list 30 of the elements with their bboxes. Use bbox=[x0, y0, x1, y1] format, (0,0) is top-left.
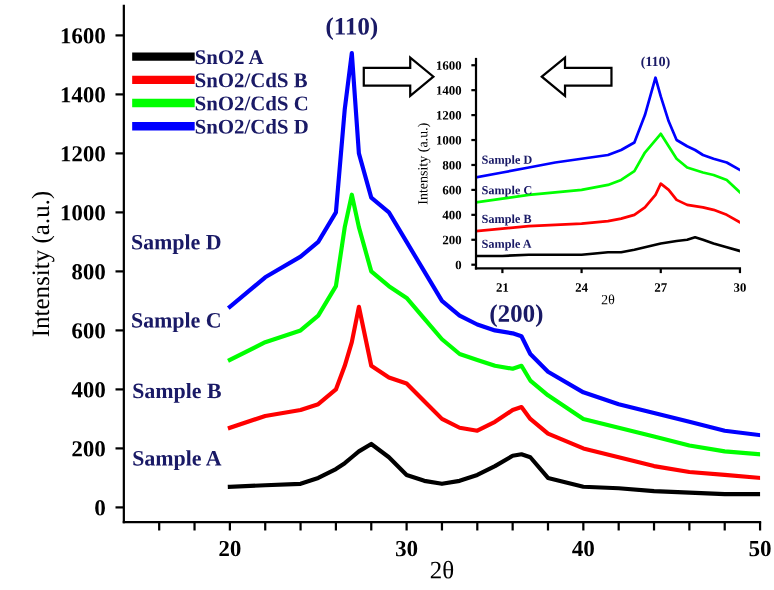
annotation: Sample A bbox=[133, 450, 222, 471]
y-tick-label: 0 bbox=[95, 500, 105, 516]
line-series bbox=[476, 182, 740, 233]
x-axis-title: 2θ bbox=[430, 560, 454, 579]
y-tick-label: 1600 bbox=[61, 28, 105, 44]
y-tick-label: 600 bbox=[72, 323, 105, 339]
legend-label: SnO2 A bbox=[195, 50, 264, 65]
x-tick-label: 50 bbox=[749, 540, 771, 557]
y-tick-label: 1000 bbox=[61, 205, 105, 221]
y-tick-label: 400 bbox=[71, 382, 105, 398]
line-series bbox=[227, 441, 761, 497]
y-tick-label: 1400 bbox=[61, 87, 105, 103]
annotation: (200) bbox=[490, 304, 543, 328]
y-tick-label: 800 bbox=[72, 264, 105, 280]
line-series bbox=[476, 132, 740, 204]
x-tick-label: 20 bbox=[219, 540, 241, 557]
annotation: (110) bbox=[326, 17, 378, 40]
line-series bbox=[227, 304, 761, 480]
y-axis-title: Intensity (a.u.) bbox=[31, 191, 55, 337]
legend-label: SnO2/CdS D bbox=[195, 119, 308, 134]
annotation: Sample C bbox=[132, 312, 220, 333]
annotation: Sample D bbox=[132, 234, 221, 255]
y-tick-label: 200 bbox=[72, 441, 105, 457]
x-tick-label: 40 bbox=[572, 540, 594, 557]
legend-label: SnO2/CdS C bbox=[195, 95, 308, 111]
y-tick-label: 1200 bbox=[61, 146, 105, 162]
annotation: Sample B bbox=[133, 382, 221, 403]
x-tick-label: 30 bbox=[396, 540, 418, 557]
line-series bbox=[476, 76, 740, 179]
legend-label: SnO2/CdS B bbox=[195, 72, 307, 88]
